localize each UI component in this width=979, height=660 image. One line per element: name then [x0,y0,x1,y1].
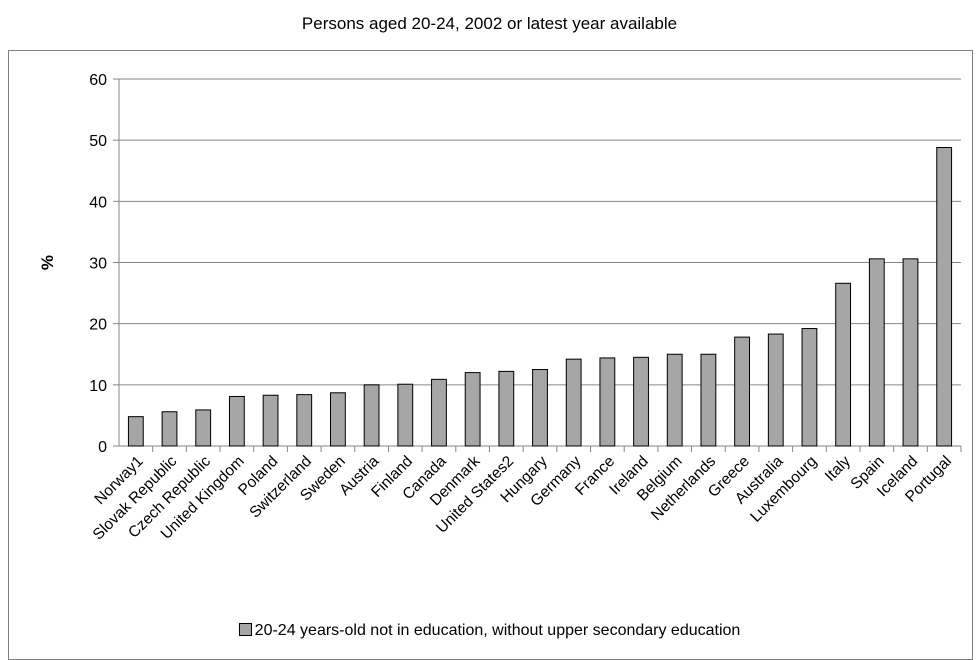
y-tick-label: 40 [89,194,107,211]
bar [835,282,852,447]
y-tick-label: 60 [89,72,107,89]
bar [599,357,616,447]
bar [498,370,515,447]
bar [801,328,818,447]
bar [330,392,346,447]
y-tick-label: 10 [89,378,107,395]
bar [868,258,885,447]
legend-label: 20-24 years-old not in education, withou… [254,622,741,639]
y-tick-label: 30 [89,256,107,273]
bar [565,358,582,447]
bar [464,372,481,447]
bar [767,333,784,447]
legend: 20-24 years-old not in education, withou… [0,622,979,640]
y-tick-label: 20 [89,317,107,334]
bar [296,394,313,447]
bar [228,395,245,447]
bar [734,336,750,447]
bar [161,411,178,447]
bar [262,394,279,447]
bar [363,384,380,447]
bar [195,409,212,447]
bar [397,383,414,447]
chart-title: Persons aged 20-24, 2002 or latest year … [301,14,678,33]
bar [666,353,683,447]
bar [431,378,447,447]
bar [902,258,919,447]
bar [633,356,649,447]
bar [936,147,953,447]
y-axis-label: % [38,255,57,270]
y-tick-label: 50 [89,133,107,150]
bar [700,353,717,447]
bar [532,369,548,447]
y-tick-label: 0 [98,439,107,456]
legend-swatch [238,623,252,636]
bar [127,416,144,447]
